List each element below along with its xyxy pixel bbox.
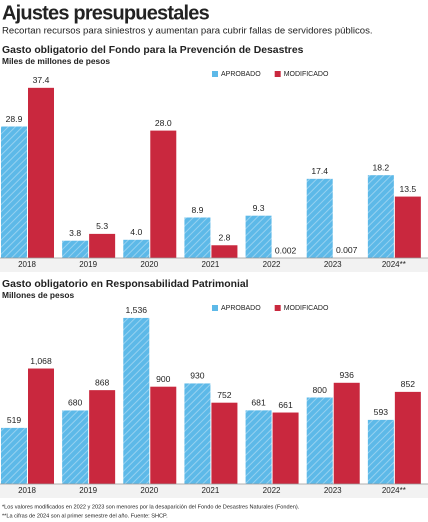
category-strip (0, 258, 428, 272)
value-label: 37.4 (33, 75, 50, 85)
x-tick-label: 2018 (18, 260, 36, 269)
value-label: 1,536 (126, 305, 148, 315)
footnote: *Los valores modificados en 2022 y 2023 … (2, 504, 300, 510)
chart-title: Gasto obligatorio del Fondo para la Prev… (2, 45, 304, 56)
bar (245, 410, 272, 484)
chart-title: Gasto obligatorio en Responsabilidad Pat… (2, 279, 249, 290)
legend-label: MODIFICADO (284, 305, 329, 312)
value-label: 9.3 (253, 203, 265, 213)
value-label: 13.5 (399, 184, 416, 194)
value-label: 18.2 (372, 162, 389, 172)
bar (367, 419, 394, 484)
value-label: 800 (313, 385, 328, 395)
value-label: 661 (278, 400, 293, 410)
bar (306, 178, 333, 258)
x-tick-label: 2023 (324, 260, 342, 269)
value-label: 519 (7, 415, 22, 425)
legend-label: APROBADO (221, 71, 261, 78)
x-tick-label: 2020 (140, 486, 158, 495)
x-tick-label: 2023 (324, 486, 342, 495)
bar (89, 233, 116, 258)
value-label: 2.8 (218, 233, 230, 243)
value-label: 28.9 (6, 114, 23, 124)
bar (367, 175, 394, 258)
value-label: 930 (190, 371, 205, 381)
bar (28, 87, 54, 258)
bar (1, 427, 27, 484)
x-tick-label: 2022 (263, 486, 281, 495)
legend-label: MODIFICADO (284, 71, 329, 78)
bar (62, 410, 89, 484)
x-tick-label: 2024** (382, 260, 406, 269)
value-label: 752 (217, 390, 232, 400)
x-tick-label: 2018 (18, 486, 36, 495)
bar (89, 390, 116, 484)
value-label: 868 (95, 377, 110, 387)
x-tick-label: 2019 (79, 486, 97, 495)
value-label: 5.3 (96, 221, 108, 231)
bar (306, 397, 333, 484)
page-title: Ajustes presupuestales (2, 2, 210, 24)
value-label: 680 (68, 398, 83, 408)
bar (150, 386, 177, 484)
bar (62, 240, 89, 258)
x-tick-label: 2022 (263, 260, 281, 269)
chart-unit: Miles de millones de pesos (2, 56, 110, 66)
value-label: 3.8 (69, 228, 81, 238)
bar (272, 412, 299, 484)
legend-swatch (274, 305, 281, 311)
bar (184, 217, 211, 258)
value-label: 8.9 (191, 205, 203, 215)
value-label: 4.0 (130, 227, 142, 237)
bar (1, 126, 27, 258)
bar (333, 382, 360, 484)
bar (211, 402, 238, 484)
chart-unit: Millones de pesos (2, 290, 74, 300)
value-label: 593 (374, 407, 389, 417)
value-label: 0.007 (336, 245, 358, 255)
legend-swatch (274, 71, 281, 77)
legend-label: APROBADO (221, 305, 261, 312)
footnote: **La cifras de 2024 son al primer semest… (2, 513, 168, 519)
bar (123, 239, 150, 258)
value-label: 936 (340, 370, 355, 380)
value-label: 17.4 (311, 166, 328, 176)
value-label: 1,068 (30, 356, 52, 366)
bar (394, 391, 421, 484)
bar (394, 196, 421, 258)
bar (28, 368, 54, 484)
x-tick-label: 2020 (140, 260, 158, 269)
category-strip (0, 484, 428, 498)
bar (150, 130, 177, 258)
legend-swatch (212, 71, 218, 77)
bar (184, 383, 211, 484)
value-label: 0.002 (275, 245, 297, 255)
value-label: 681 (251, 398, 266, 408)
page-subtitle: Recortan recursos para siniestros y aume… (2, 26, 373, 37)
value-label: 28.0 (155, 118, 172, 128)
x-tick-label: 2021 (202, 260, 220, 269)
x-tick-label: 2024** (382, 486, 406, 495)
bar (211, 245, 238, 258)
bar (123, 317, 150, 484)
x-tick-label: 2021 (202, 486, 220, 495)
x-tick-label: 2019 (79, 260, 97, 269)
bar (245, 215, 272, 258)
value-label: 900 (156, 374, 171, 384)
value-label: 852 (401, 379, 416, 389)
legend-swatch (212, 305, 218, 311)
